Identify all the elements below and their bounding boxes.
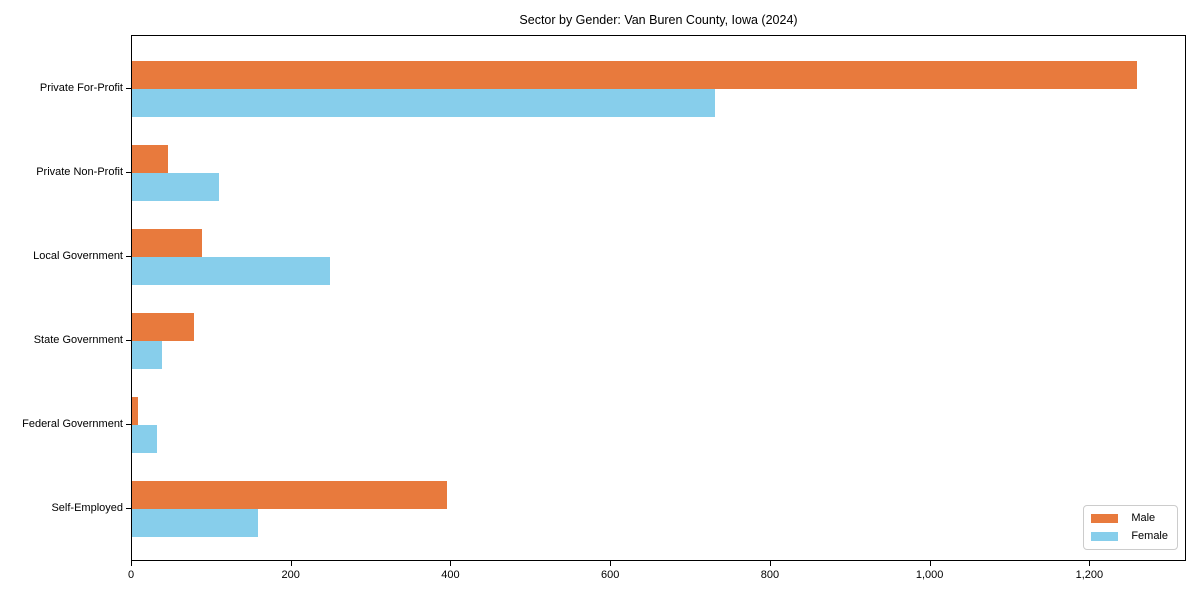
bar-female-2 [132, 173, 220, 201]
x-tick-mark [1089, 561, 1091, 566]
bar-male-1 [132, 61, 1137, 89]
chart-title: Sector by Gender: Van Buren County, Iowa… [519, 13, 798, 27]
plot-area: Male Female [131, 35, 1186, 561]
bar-male-6 [132, 481, 447, 509]
y-tick-mark [126, 88, 131, 89]
x-tick-label: 1,200 [1075, 569, 1104, 581]
bar-female-1 [132, 89, 715, 117]
bar-male-2 [132, 145, 168, 173]
x-tick-mark [290, 561, 292, 566]
bar-female-3 [132, 257, 331, 285]
x-tick-label: 400 [441, 569, 460, 581]
bar-female-5 [132, 425, 157, 453]
y-tick-label: Federal Government [22, 418, 123, 430]
x-tick-label: 200 [281, 569, 300, 581]
x-tick-mark [610, 561, 612, 566]
x-tick-label: 0 [127, 569, 135, 581]
legend-swatch-male [1091, 514, 1119, 523]
x-tick-mark [929, 561, 931, 566]
y-tick-label: Self-Employed [51, 502, 123, 514]
y-tick-mark [126, 172, 131, 173]
x-tick-label: 1,000 [915, 569, 944, 581]
x-tick-mark [769, 561, 771, 566]
bar-female-4 [132, 341, 162, 369]
x-tick-mark [450, 561, 452, 566]
bar-male-4 [132, 313, 195, 341]
y-tick-label: Private Non-Profit [36, 166, 123, 178]
bar-female-6 [132, 509, 259, 537]
y-tick-mark [126, 340, 131, 341]
legend-item-male: Male [1091, 512, 1168, 525]
legend-item-female: Female [1091, 530, 1168, 543]
legend-label: Female [1131, 530, 1168, 542]
x-tick-label: 800 [760, 569, 780, 581]
y-tick-label: Private For-Profit [39, 82, 123, 94]
y-tick-mark [126, 256, 131, 257]
y-tick-mark [126, 424, 131, 425]
y-tick-label: Local Government [33, 250, 123, 262]
y-tick-mark [126, 508, 131, 509]
bar-male-5 [132, 397, 138, 425]
y-tick-label: State Government [33, 334, 123, 346]
legend-swatch-female [1091, 532, 1119, 541]
legend: Male Female [1083, 505, 1178, 550]
legend-label: Male [1131, 512, 1156, 524]
x-tick-label: 600 [600, 569, 620, 581]
bar-male-3 [132, 229, 203, 257]
x-tick-mark [131, 561, 132, 566]
